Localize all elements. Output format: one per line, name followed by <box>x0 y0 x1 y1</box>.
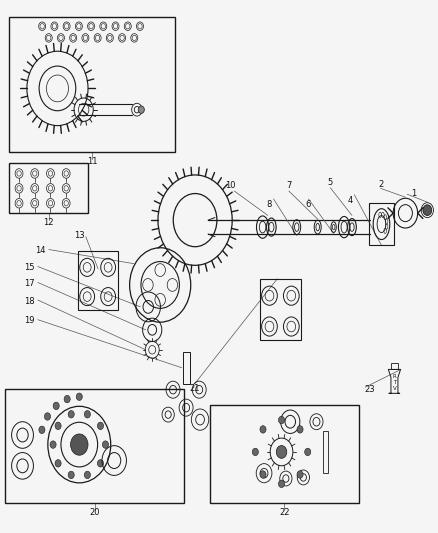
Circle shape <box>85 410 90 418</box>
Text: 23: 23 <box>364 385 375 394</box>
Text: 11: 11 <box>87 157 98 166</box>
Circle shape <box>279 416 285 424</box>
Bar <box>183 352 190 384</box>
Text: 12: 12 <box>43 219 54 228</box>
Text: 14: 14 <box>35 246 45 255</box>
Bar <box>369 203 394 245</box>
Circle shape <box>55 422 61 430</box>
Text: 15: 15 <box>24 263 34 272</box>
Text: 22: 22 <box>279 508 290 517</box>
Circle shape <box>260 426 266 433</box>
Text: 7: 7 <box>286 181 292 190</box>
Circle shape <box>64 395 70 403</box>
Circle shape <box>138 106 145 114</box>
Circle shape <box>279 480 285 488</box>
Text: 19: 19 <box>24 316 34 325</box>
Circle shape <box>297 426 303 433</box>
Circle shape <box>68 471 74 479</box>
Bar <box>323 431 328 473</box>
Circle shape <box>252 448 258 456</box>
Text: R
T
V: R T V <box>392 374 396 391</box>
Text: 8: 8 <box>266 200 272 209</box>
Circle shape <box>50 441 56 448</box>
Circle shape <box>68 410 74 418</box>
Circle shape <box>39 426 45 433</box>
Bar <box>78 252 118 310</box>
Circle shape <box>260 471 266 478</box>
Bar <box>10 17 175 152</box>
Bar <box>210 405 359 503</box>
Text: 2: 2 <box>378 180 383 189</box>
Circle shape <box>423 205 432 215</box>
Bar <box>260 279 301 340</box>
Text: 1: 1 <box>411 189 416 198</box>
Text: 10: 10 <box>225 181 235 190</box>
Text: 21: 21 <box>190 384 200 393</box>
Circle shape <box>76 393 82 400</box>
Circle shape <box>305 448 311 456</box>
Circle shape <box>97 422 103 430</box>
Circle shape <box>276 446 287 458</box>
Bar <box>10 163 88 213</box>
Text: 20: 20 <box>89 508 100 517</box>
Bar <box>391 363 398 369</box>
Circle shape <box>55 459 61 467</box>
Text: 5: 5 <box>328 178 333 187</box>
Text: 13: 13 <box>74 231 85 240</box>
Circle shape <box>85 471 90 479</box>
Text: 4: 4 <box>347 196 353 205</box>
Text: 6: 6 <box>306 200 311 209</box>
Circle shape <box>71 434 88 455</box>
Circle shape <box>53 402 59 409</box>
Circle shape <box>97 459 103 467</box>
Bar <box>5 389 184 503</box>
Circle shape <box>102 441 109 448</box>
Circle shape <box>297 471 303 478</box>
Text: 17: 17 <box>24 279 35 288</box>
Circle shape <box>44 413 50 420</box>
Text: 18: 18 <box>24 296 35 305</box>
